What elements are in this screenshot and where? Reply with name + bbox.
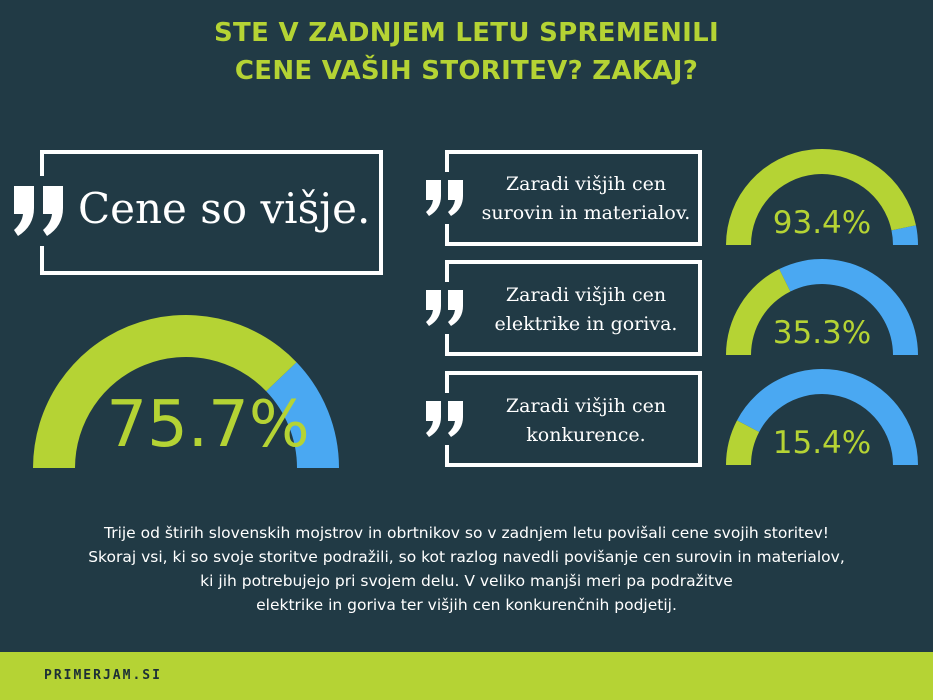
description-line-3: ki jih potrebujejo pri svojem delu. V ve… bbox=[200, 572, 733, 590]
gauge-fill bbox=[33, 315, 297, 468]
gauge-electricity bbox=[726, 259, 918, 355]
footer-bar: PRIMERJAM.SI bbox=[0, 652, 933, 700]
quote-mark-icon bbox=[424, 172, 468, 224]
description-line-1: Trije od štirih slovenskih mojstrov in o… bbox=[104, 524, 829, 542]
infographic-title: STE V ZADNJEM LETU SPREMENILI CENE VAŠIH… bbox=[0, 14, 933, 90]
main-gauge-value: 75.7% bbox=[106, 388, 310, 462]
gauge-fill bbox=[726, 149, 916, 245]
reason-text-2: Zaradi višjih cen elektrike in goriva. bbox=[470, 281, 702, 339]
reason-3-line-1: Zaradi višjih cen bbox=[505, 395, 667, 417]
reason-text-3: Zaradi višjih cen konkurence. bbox=[470, 392, 702, 450]
gauge-remainder bbox=[779, 259, 918, 355]
reason-1-line-1: Zaradi višjih cen bbox=[505, 173, 667, 195]
main-gauge bbox=[33, 315, 339, 468]
gauge-remainder bbox=[891, 225, 918, 245]
reason-2-line-1: Zaradi višjih cen bbox=[505, 284, 667, 306]
gauge-electricity-value: 35.3% bbox=[772, 315, 872, 351]
gauge-materials-value: 93.4% bbox=[772, 205, 872, 241]
quote-mark-icon bbox=[424, 393, 468, 445]
title-line-1: STE V ZADNJEM LETU SPREMENILI bbox=[214, 18, 719, 48]
description-text: Trije od štirih slovenskih mojstrov in o… bbox=[30, 521, 903, 617]
gauge-competition bbox=[726, 369, 918, 465]
description-line-4: elektrike in goriva ter višjih cen konku… bbox=[256, 596, 677, 614]
gauge-fill bbox=[726, 269, 791, 355]
gauge-fill bbox=[726, 420, 760, 465]
description-line-2: Skoraj vsi, ki so svoje storitve podraži… bbox=[88, 548, 845, 566]
brand-logo-text: PRIMERJAM.SI bbox=[44, 668, 162, 683]
reason-text-1: Zaradi višjih cen surovin in materialov. bbox=[470, 170, 702, 228]
reason-1-line-2: surovin in materialov. bbox=[481, 202, 691, 224]
reason-2-line-2: elektrike in goriva. bbox=[494, 313, 678, 335]
gauge-competition-value: 15.4% bbox=[772, 425, 872, 461]
main-quote-text: Cene so višje. bbox=[78, 184, 371, 233]
gauge-materials bbox=[726, 149, 918, 245]
quote-mark-icon bbox=[12, 176, 68, 246]
title-line-2: CENE VAŠIH STORITEV? ZAKAJ? bbox=[234, 56, 699, 86]
quote-mark-icon bbox=[424, 282, 468, 334]
gauge-remainder bbox=[266, 362, 339, 468]
gauge-remainder bbox=[737, 369, 918, 465]
reason-3-line-2: konkurence. bbox=[526, 424, 646, 446]
